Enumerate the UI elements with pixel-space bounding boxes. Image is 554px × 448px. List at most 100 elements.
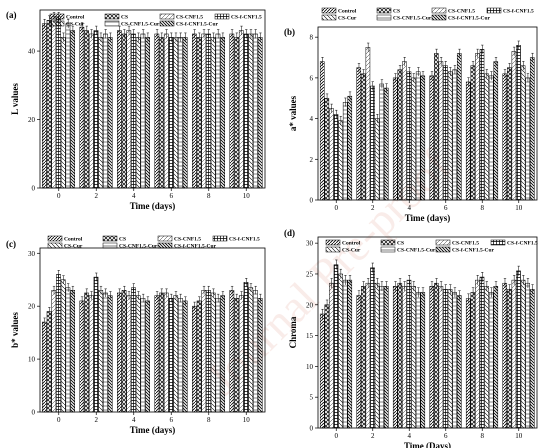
bar xyxy=(238,295,244,413)
bar xyxy=(70,290,75,413)
y-axis-title: b* values xyxy=(10,312,20,348)
x-tick-label: 6 xyxy=(170,192,174,200)
legend-label: CS-CNF1.5-Cur xyxy=(393,16,432,22)
legend-swatch xyxy=(49,20,65,27)
y-tick-label: 30 xyxy=(28,250,36,258)
bar xyxy=(493,61,499,201)
x-tick-label: 2 xyxy=(371,204,375,212)
legend-swatch xyxy=(214,13,230,20)
legend-swatch xyxy=(47,242,63,249)
legend-label: CS xyxy=(397,241,404,247)
bar xyxy=(238,30,244,189)
bar xyxy=(470,292,476,429)
x-axis-title: Time (days) xyxy=(130,425,176,435)
y-axis-title: L values xyxy=(10,83,20,115)
x-tick-label: 8 xyxy=(481,204,485,212)
bar xyxy=(374,118,380,201)
bar xyxy=(484,73,489,201)
bar xyxy=(370,267,375,429)
bar xyxy=(135,295,141,413)
bar xyxy=(140,33,146,189)
bar xyxy=(79,300,85,413)
bar xyxy=(411,286,416,429)
bar xyxy=(65,23,71,189)
legend-label: CS-CNF1.5-Cur xyxy=(121,22,160,28)
bar xyxy=(333,114,339,201)
bar xyxy=(511,279,517,429)
bar xyxy=(452,69,457,201)
bar xyxy=(121,33,127,189)
bar xyxy=(60,37,66,189)
legend-label: Control xyxy=(66,15,85,21)
legend-label: Control xyxy=(342,241,361,247)
y-tick-label: 6 xyxy=(310,74,314,82)
bar xyxy=(402,61,407,201)
bar xyxy=(173,295,179,413)
bar xyxy=(201,290,207,413)
plot-frame xyxy=(317,26,538,201)
bar xyxy=(168,298,174,413)
bar xyxy=(65,287,71,413)
bar xyxy=(447,289,453,429)
bar xyxy=(347,279,353,429)
bar xyxy=(248,287,254,413)
bar xyxy=(154,33,160,189)
bar xyxy=(220,295,226,413)
bar xyxy=(347,95,353,201)
bar xyxy=(257,298,263,413)
legend-label: CS-f-CNF1.5 xyxy=(503,9,534,15)
bar xyxy=(56,16,61,189)
bar xyxy=(329,108,334,201)
bar xyxy=(465,298,471,429)
legend-swatch xyxy=(435,246,451,253)
bar xyxy=(196,37,202,189)
bar xyxy=(484,286,489,429)
x-tick-label: 4 xyxy=(408,204,412,212)
bar xyxy=(456,53,462,201)
bar xyxy=(475,279,480,429)
legend-label: Control xyxy=(64,237,83,243)
x-tick-label: 4 xyxy=(408,432,412,440)
x-axis-title: Time (Days) xyxy=(404,441,451,448)
y-tick-label: 20 xyxy=(306,301,314,309)
bar xyxy=(420,292,426,429)
bar xyxy=(511,51,517,201)
x-tick-label: 0 xyxy=(335,204,339,212)
bar xyxy=(507,67,512,201)
x-tick-label: 10 xyxy=(243,416,251,424)
y-tick-label: 8 xyxy=(310,34,314,42)
x-tick-label: 10 xyxy=(515,432,523,440)
legend-label: CS xyxy=(121,15,128,21)
bar xyxy=(98,290,104,413)
bar xyxy=(126,295,132,413)
legend-label: CS-f-CNF1.5 xyxy=(231,15,262,21)
bar xyxy=(342,102,348,201)
legend-label: CS-Cur xyxy=(342,248,361,254)
bar xyxy=(215,298,221,413)
chart-panel-2: (c) 0 10 20 30 0 2 4 6 8 10 Time (days) b* values Con… xyxy=(6,235,266,435)
y-tick-label: 0 xyxy=(310,197,314,205)
y-tick-label: 10 xyxy=(306,363,314,371)
bar xyxy=(103,292,108,413)
bar xyxy=(243,33,249,189)
bar xyxy=(438,61,444,201)
bar xyxy=(319,313,325,429)
bar xyxy=(342,279,348,429)
x-tick-label: 2 xyxy=(95,416,99,424)
y-tick-label: 0 xyxy=(310,425,314,433)
bar xyxy=(46,20,52,189)
bar xyxy=(117,30,122,189)
bar xyxy=(383,87,389,201)
chart-panel-3: (d) 0 5 10 15 20 25 30 0 2 4 6 8 10 Time (Days) Chroma C… xyxy=(284,228,538,448)
bar xyxy=(84,292,89,413)
bar xyxy=(525,282,530,429)
bar xyxy=(365,282,371,429)
legend-swatch xyxy=(490,239,506,246)
bar xyxy=(502,282,508,429)
y-tick-label: 2 xyxy=(310,156,314,164)
legend-swatch xyxy=(102,235,118,242)
bar xyxy=(365,47,371,201)
bar xyxy=(324,304,330,429)
bar xyxy=(338,120,343,201)
bar xyxy=(42,23,47,189)
